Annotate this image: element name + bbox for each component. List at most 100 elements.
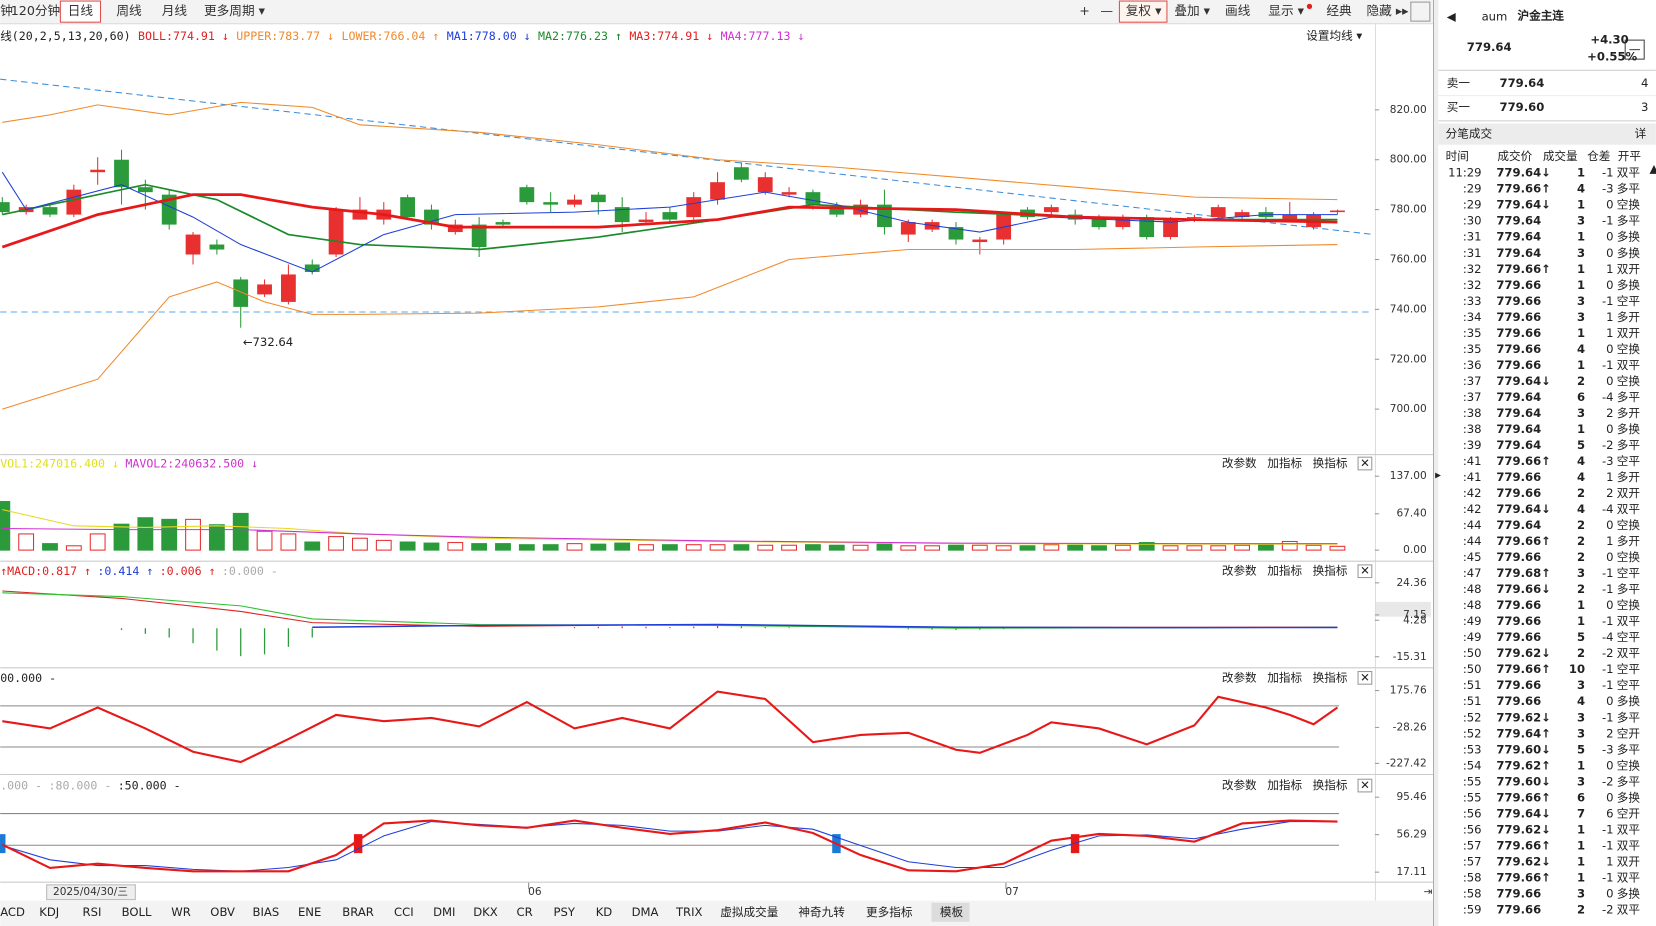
period-tab[interactable]: 日线: [68, 3, 94, 18]
panel-legend: .000 -:80.000 -:50.000 -: [0, 778, 180, 792]
panel-button[interactable]: ✕: [1360, 456, 1370, 470]
back-arrow[interactable]: ◀: [1447, 9, 1456, 23]
trade-volume: 3: [1577, 214, 1585, 228]
trade-volume: 4: [1577, 470, 1585, 484]
trade-oi-change: 2: [1606, 486, 1613, 500]
volume-bar: [757, 544, 774, 551]
indicator-tab[interactable]: PSY: [553, 905, 575, 919]
panel-button[interactable]: 改参数: [1222, 456, 1257, 470]
tool-button[interactable]: 隐藏 ▸▸: [1366, 3, 1409, 18]
indicator-tab[interactable]: 神奇九转: [798, 905, 845, 919]
indicator-tab[interactable]: DKX: [473, 905, 498, 919]
y-tick-label: 800.00: [1390, 154, 1427, 166]
volume-bar: [328, 536, 345, 551]
legend-item: LOWER:766.04 ↑: [342, 28, 440, 42]
indicator-tab[interactable]: ENE: [298, 905, 321, 919]
legend-item: MA1:778.00 ↓: [447, 28, 531, 42]
period-tab[interactable]: 月线: [162, 3, 188, 18]
tool-button[interactable]: 复权 ▾: [1126, 3, 1162, 18]
period-tab[interactable]: 120分钟: [11, 3, 60, 18]
indicator-tab[interactable]: BOLL: [122, 905, 152, 919]
candle-body: [209, 244, 225, 250]
volume-bar: [399, 541, 416, 551]
panel-button[interactable]: 加指标: [1267, 564, 1302, 578]
indicator-tab[interactable]: DMA: [632, 905, 659, 919]
close-box: [1357, 564, 1373, 579]
trade-time: :55: [1463, 774, 1482, 788]
indicator-tab[interactable]: 虚拟成交量: [720, 905, 778, 919]
trade-type: 多平: [1617, 182, 1641, 196]
tool-button[interactable]: —: [1100, 3, 1113, 18]
trades-detail[interactable]: 详: [1635, 127, 1647, 141]
indicator-tab[interactable]: KDJ: [39, 905, 59, 919]
tool-button[interactable]: 显示 ▾: [1268, 3, 1304, 18]
scroll-end-icon[interactable]: ⇥: [1424, 886, 1433, 898]
indicator-tab[interactable]: CCI: [394, 905, 414, 919]
candle-body: [66, 189, 82, 215]
fullscreen-icon[interactable]: [1410, 1, 1431, 22]
panel-button[interactable]: ✕: [1360, 670, 1370, 684]
period-tab[interactable]: 钟: [0, 3, 13, 18]
trade-time: :37: [1463, 374, 1482, 388]
candle-body: [590, 194, 606, 203]
scroll-up[interactable]: ▲: [1649, 161, 1656, 175]
panel-button[interactable]: 加指标: [1267, 670, 1302, 684]
indicator-tab[interactable]: TRIX: [675, 905, 703, 919]
close-box: [1357, 778, 1373, 793]
trade-price: 779.64: [1496, 422, 1541, 436]
ma-setting[interactable]: 设置均线 ▾: [1306, 28, 1362, 42]
panel-legend: VOL1:247016.400 ↓ MAVOL2:240632.500 ↓: [0, 456, 258, 470]
indicator-tab[interactable]: BRAR: [342, 905, 374, 919]
panel-button[interactable]: 改参数: [1222, 670, 1257, 684]
tool-button[interactable]: 叠加 ▾: [1174, 3, 1210, 18]
collapse-arrow[interactable]: ▸: [1435, 468, 1441, 482]
indicator-tab[interactable]: OBV: [210, 905, 235, 919]
tool-button[interactable]: 经典: [1326, 3, 1352, 18]
symbol: aum: [1482, 9, 1508, 23]
indicator-tab[interactable]: 模板: [940, 905, 964, 919]
trade-time: 11:29: [1448, 166, 1481, 180]
panel-button[interactable]: 换指标: [1313, 670, 1348, 684]
panel-button[interactable]: 改参数: [1222, 564, 1257, 578]
period-tab[interactable]: 更多周期 ▾: [204, 3, 266, 18]
collapse-icon[interactable]: [1624, 39, 1645, 60]
panel-button[interactable]: 换指标: [1313, 778, 1348, 792]
panel-button[interactable]: ✕: [1360, 564, 1370, 578]
indicator-tab[interactable]: ACD: [0, 905, 25, 919]
period-tab[interactable]: 周线: [116, 3, 142, 18]
trade-oi-change: 0: [1606, 198, 1613, 212]
trade-volume: 1: [1577, 854, 1585, 868]
indicator-tab[interactable]: RSI: [83, 905, 102, 919]
trade-volume: 5: [1577, 438, 1585, 452]
y-tick-label: 740.00: [1390, 303, 1427, 315]
volume-bar: [781, 544, 797, 551]
indicator-line: [1, 819, 1338, 873]
indicator-tab[interactable]: 更多指标: [866, 905, 913, 919]
trade-type: 空换: [1617, 518, 1641, 532]
panel-button[interactable]: 换指标: [1313, 456, 1348, 470]
trade-price: 779.66↓: [1496, 582, 1551, 596]
trades-title: 分笔成交: [1446, 127, 1493, 141]
trade-volume: 1: [1577, 166, 1585, 180]
panel-legend: 00.000 -: [0, 670, 56, 684]
panel-button[interactable]: 换指标: [1313, 564, 1348, 578]
indicator-tab[interactable]: CR: [517, 905, 533, 919]
indicator-tab[interactable]: BIAS: [253, 905, 280, 919]
candle-body: [757, 177, 773, 193]
tool-button[interactable]: 画线: [1225, 3, 1251, 18]
volume-bar: [375, 539, 392, 551]
splitter[interactable]: [1434, 0, 1439, 926]
indicator-tab[interactable]: KD: [596, 905, 613, 919]
tool-button[interactable]: +: [1079, 3, 1090, 18]
indicator-tab[interactable]: DMI: [433, 905, 455, 919]
legend-item: :50.000 -: [118, 778, 181, 792]
candle-body: [352, 209, 368, 220]
trade-type: 多开: [1617, 406, 1641, 420]
panel-button[interactable]: 加指标: [1267, 778, 1302, 792]
panel-button[interactable]: 加指标: [1267, 456, 1302, 470]
panel-button[interactable]: ✕: [1360, 778, 1370, 792]
indicator-tab[interactable]: WR: [171, 905, 191, 919]
trade-type: 双平: [1617, 646, 1641, 660]
trade-type: 双平: [1617, 902, 1641, 916]
panel-button[interactable]: 改参数: [1222, 778, 1257, 792]
